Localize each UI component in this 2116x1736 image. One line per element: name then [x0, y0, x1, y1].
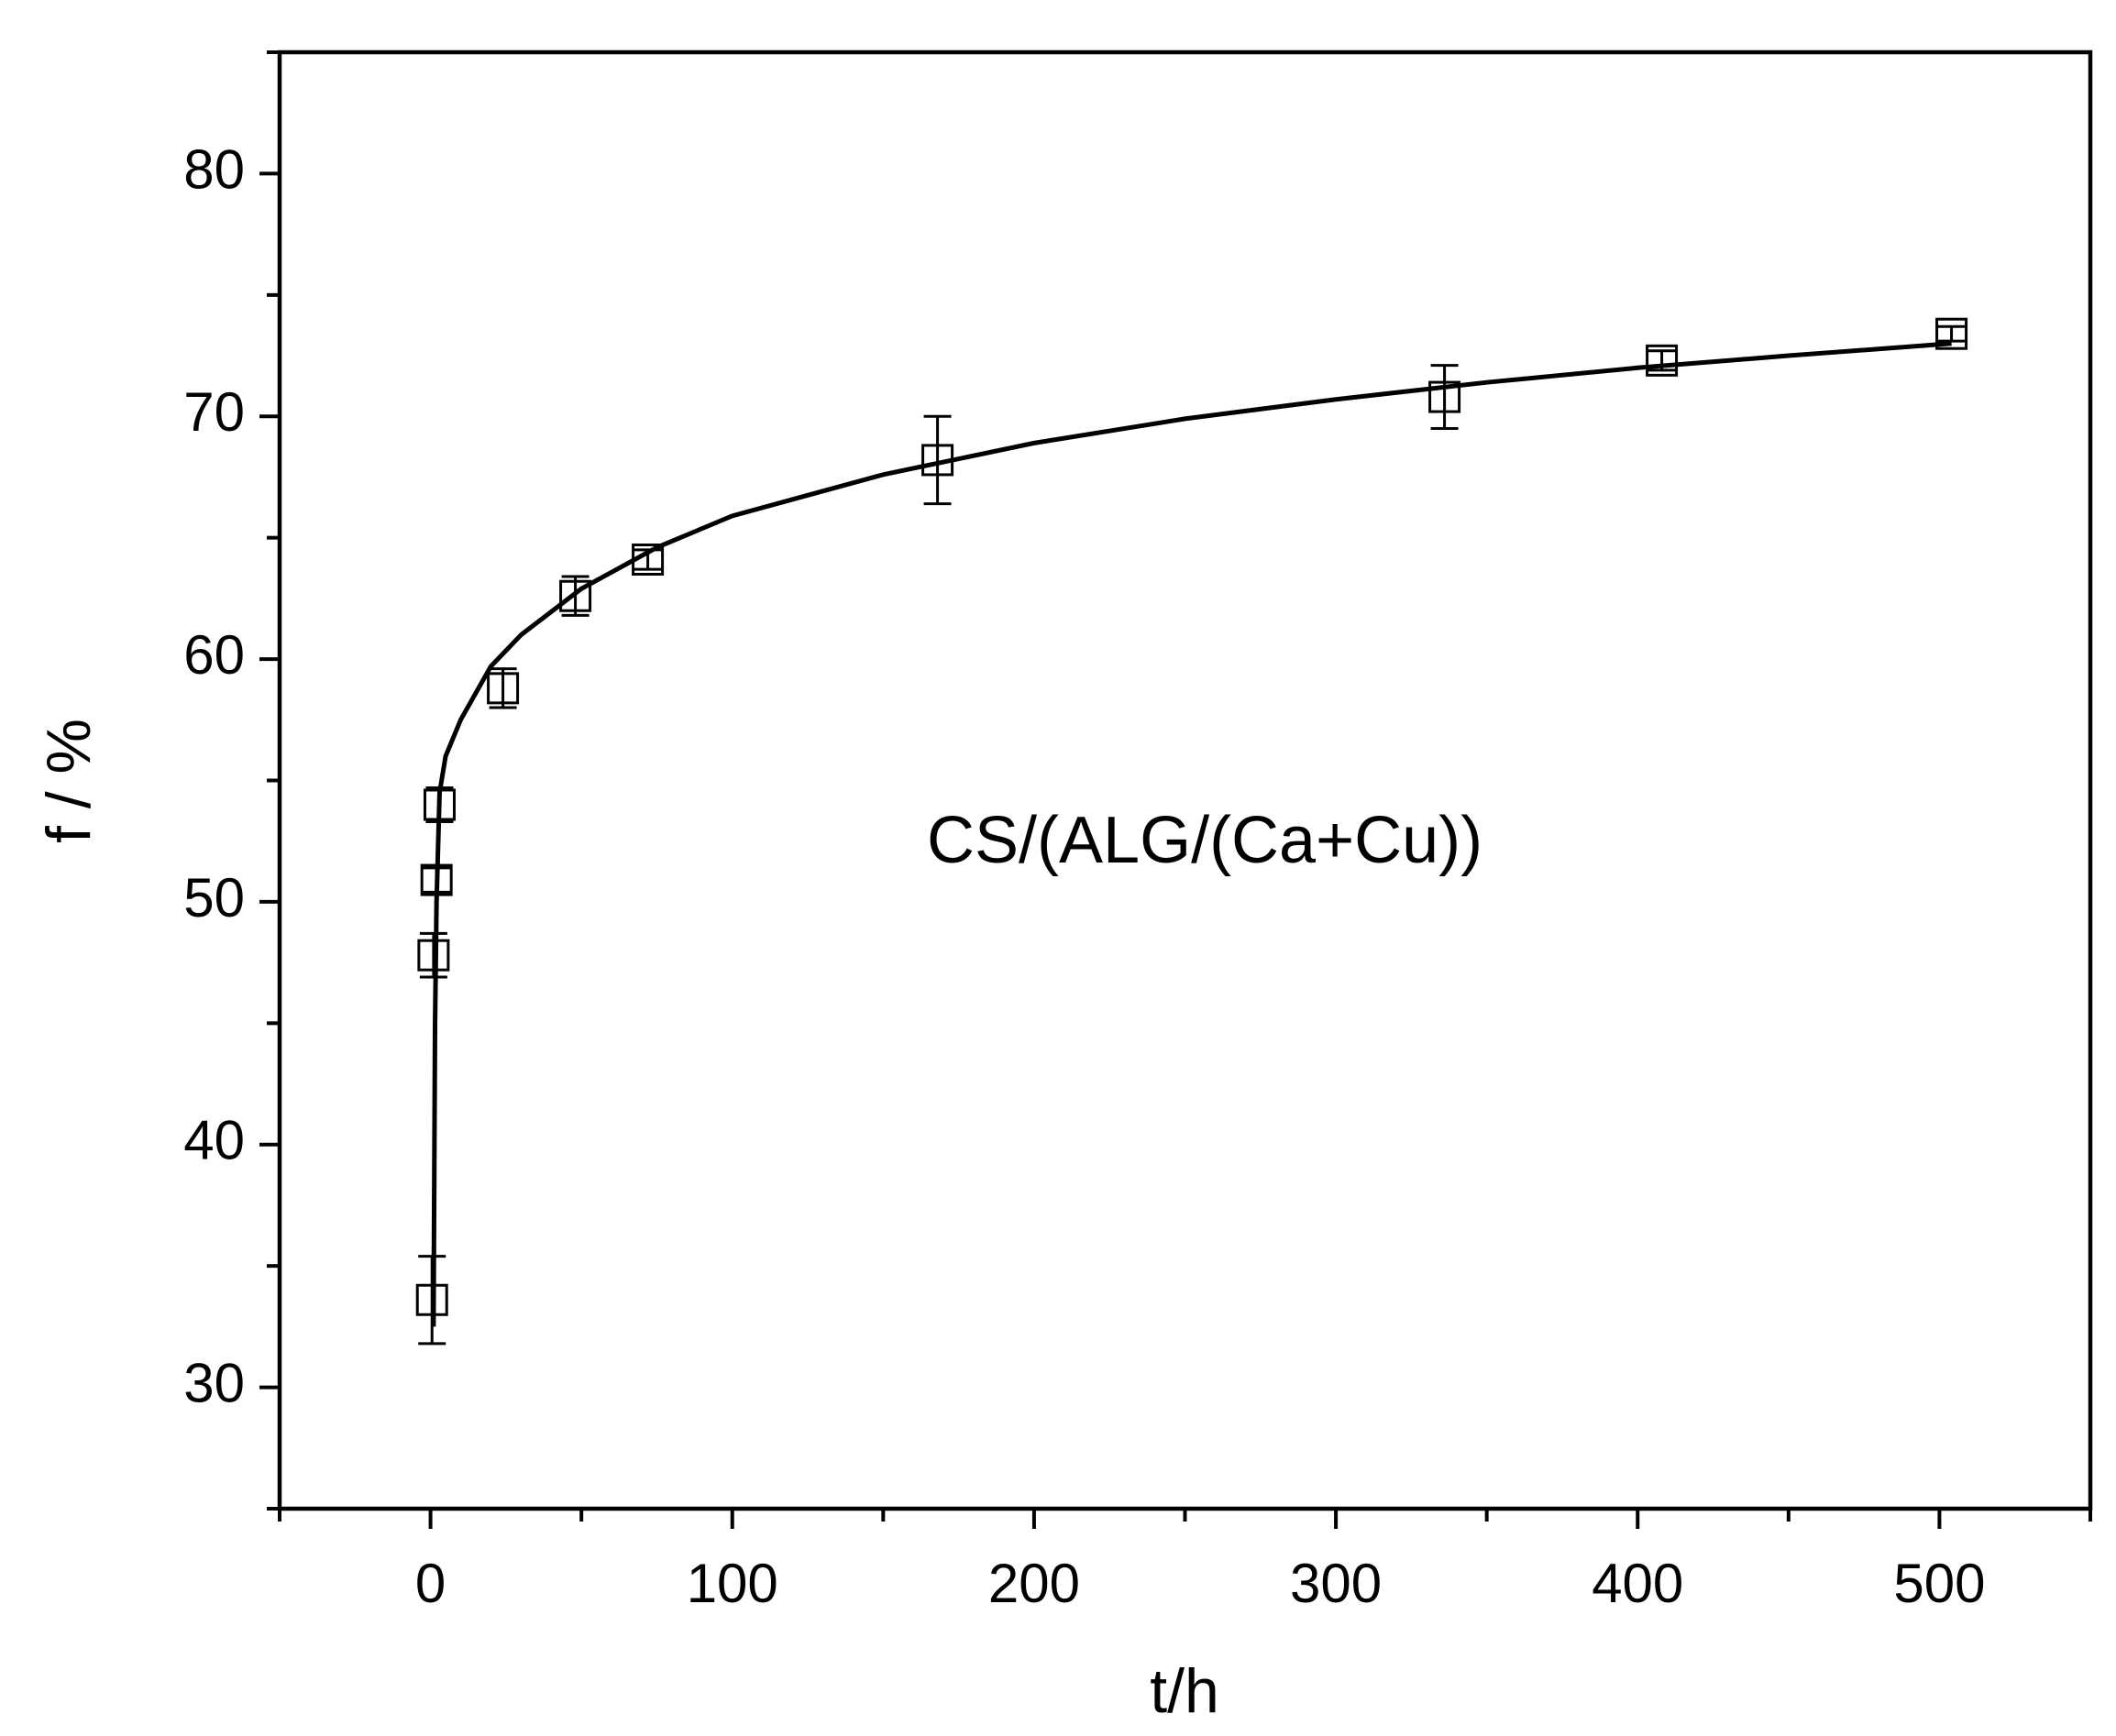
marker: [921, 444, 954, 477]
annotation: CS/(ALG/(Ca+Cu)): [927, 804, 1482, 877]
marker: [415, 1283, 448, 1316]
x-axis-title: t/h: [1150, 1656, 1219, 1726]
x-tick-label: 100: [687, 1553, 778, 1614]
marker: [420, 863, 453, 896]
y-axis-title: f / %: [34, 719, 104, 843]
error-bar: [425, 786, 454, 824]
error-bar: [1937, 324, 1966, 343]
error-bar: [489, 667, 517, 709]
marker: [1646, 344, 1679, 377]
y-tick-label: 40: [183, 1110, 245, 1171]
marker: [1428, 380, 1461, 413]
error-bar: [634, 548, 662, 571]
marker: [632, 544, 665, 577]
x-tick-label: 400: [1592, 1553, 1683, 1614]
marker: [417, 939, 450, 972]
y-tick-label: 70: [183, 381, 245, 443]
marker: [559, 579, 592, 612]
error-bar: [1648, 349, 1676, 372]
x-tick-label: 200: [988, 1553, 1080, 1614]
x-tick-label: 500: [1893, 1553, 1985, 1614]
plot-frame: [277, 49, 2093, 1511]
x-tick-label: 300: [1290, 1553, 1382, 1614]
error-bar: [418, 1255, 446, 1346]
x-tick-label: 0: [415, 1553, 446, 1614]
marker: [487, 672, 520, 705]
marker: [1935, 317, 1968, 350]
y-tick-label: 80: [183, 138, 245, 200]
error-bar: [423, 866, 451, 894]
y-tick-label: 30: [183, 1352, 245, 1413]
y-tick-label: 50: [183, 867, 245, 928]
error-bar: [923, 414, 952, 506]
y-tick-label: 60: [183, 624, 245, 686]
marker: [423, 788, 456, 821]
error-bar: [561, 575, 590, 617]
error-bar: [1430, 364, 1459, 430]
